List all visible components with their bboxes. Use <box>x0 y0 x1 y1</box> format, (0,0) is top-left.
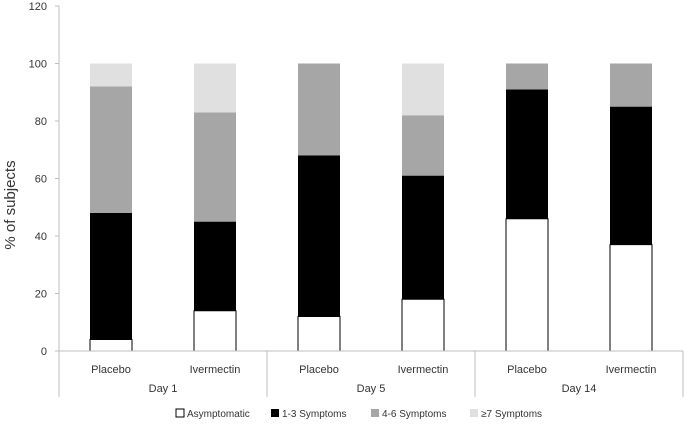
x-group-label: Day 14 <box>562 383 597 395</box>
y-axis-label: % of subjects <box>2 160 19 249</box>
y-tick-label: 60 <box>35 174 47 186</box>
bar-segment-asymptomatic <box>89 339 133 352</box>
legend-swatch <box>175 408 185 418</box>
y-tick-label: 40 <box>35 231 47 243</box>
bar-segment-asymptomatic <box>505 218 549 352</box>
x-category-label: Ivermectin <box>190 364 241 376</box>
bar-segment-4-6-symptoms <box>402 115 444 176</box>
bar-segment-1-3-symptoms <box>610 106 652 245</box>
x-axis: Placebo Ivermectin Placebo Ivermectin Placeb… <box>58 350 684 397</box>
bar-segment-1-3-symptoms <box>298 155 340 317</box>
bar-segment-asymptomatic <box>401 298 445 352</box>
bar-segment-7-symptoms <box>402 63 444 116</box>
legend-label: 1-3 Symptoms <box>282 409 346 420</box>
bar-segment-4-6-symptoms <box>194 112 236 222</box>
x-category-label: Ivermectin <box>398 364 449 376</box>
x-group-label: Day 5 <box>357 383 386 395</box>
x-category-label: Placebo <box>91 364 131 376</box>
bar-segment-asymptomatic <box>297 316 341 352</box>
legend-label: Asymptomatic <box>187 409 250 420</box>
bar-segment-4-6-symptoms <box>90 86 132 213</box>
bar-segment-1-3-symptoms <box>90 213 132 340</box>
y-tick-label: 20 <box>35 289 47 301</box>
legend-swatch <box>271 409 279 417</box>
bar-segment-4-6-symptoms <box>298 63 340 156</box>
y-axis: 0 20 40 60 80 100 120 <box>29 1 60 358</box>
y-tick-label: 0 <box>41 346 47 358</box>
bar-segment-7-symptoms <box>90 63 132 87</box>
bar-segment-1-3-symptoms <box>194 221 236 311</box>
legend-swatch <box>371 409 379 417</box>
bar-segment-1-3-symptoms <box>402 175 444 300</box>
x-category-label: Placebo <box>507 364 547 376</box>
x-category-label: Placebo <box>299 364 339 376</box>
bar-segment-asymptomatic <box>193 310 237 352</box>
bar-segment-4-6-symptoms <box>610 63 652 107</box>
bar-segment-4-6-symptoms <box>506 63 548 90</box>
y-tick-label: 120 <box>29 1 47 13</box>
bar-segment-asymptomatic <box>609 244 653 352</box>
legend-label: 4-6 Symptoms <box>382 409 446 420</box>
legend: Asymptomatic 1-3 Symptoms 4-6 Symptoms ≥7 S… <box>175 408 542 420</box>
x-group-label: Day 1 <box>149 383 178 395</box>
bar-segment-7-symptoms <box>194 63 236 113</box>
y-tick-label: 80 <box>35 116 47 128</box>
y-tick-label: 100 <box>29 59 47 71</box>
bar-segment-1-3-symptoms <box>506 89 548 219</box>
x-category-label: Ivermectin <box>606 364 657 376</box>
legend-label: ≥7 Symptoms <box>481 409 542 420</box>
legend-swatch <box>470 409 478 417</box>
bars <box>89 63 653 352</box>
